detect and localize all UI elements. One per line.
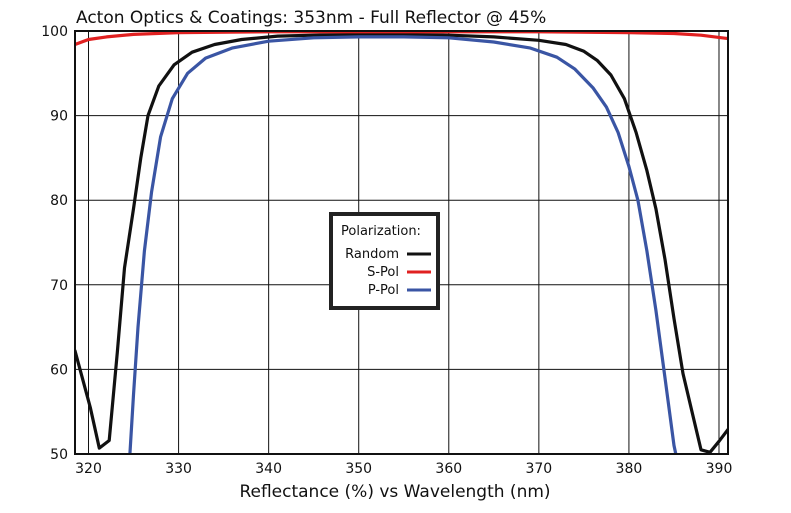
legend-label: S-Pol [367,265,399,280]
y-tick-label: 60 [50,362,68,378]
legend: Polarization: Random S-Pol P-Pol [329,212,440,310]
x-tick-label: 350 [345,461,372,477]
x-tick-label: 370 [525,461,552,477]
series-line-p-pol [128,35,678,454]
x-tick-label: 330 [165,461,192,477]
x-tick-label: 390 [706,461,733,477]
x-tick-label: 340 [255,461,282,477]
y-axis: 50 60 70 80 90 100 [41,24,68,463]
legend-box [329,212,440,310]
y-tick-label: 90 [50,109,68,125]
chart-title: Acton Optics & Coatings: 353nm - Full Re… [76,8,546,28]
y-tick-label: 100 [41,24,68,40]
x-tick-label: 360 [435,461,462,477]
x-axis-label: Reflectance (%) vs Wavelength (nm) [239,482,550,502]
y-tick-label: 70 [50,278,68,294]
y-tick-label: 50 [50,447,68,463]
legend-title: Polarization: [341,224,421,239]
legend-label: Random [345,247,399,262]
series-line-random [75,32,728,454]
x-axis: 320 330 340 350 360 370 380 390 [75,461,732,477]
legend-label: P-Pol [368,283,399,298]
plot-frame [74,30,729,455]
y-tick-label: 80 [50,193,68,209]
x-tick-label: 380 [616,461,643,477]
x-tick-label: 320 [75,461,102,477]
